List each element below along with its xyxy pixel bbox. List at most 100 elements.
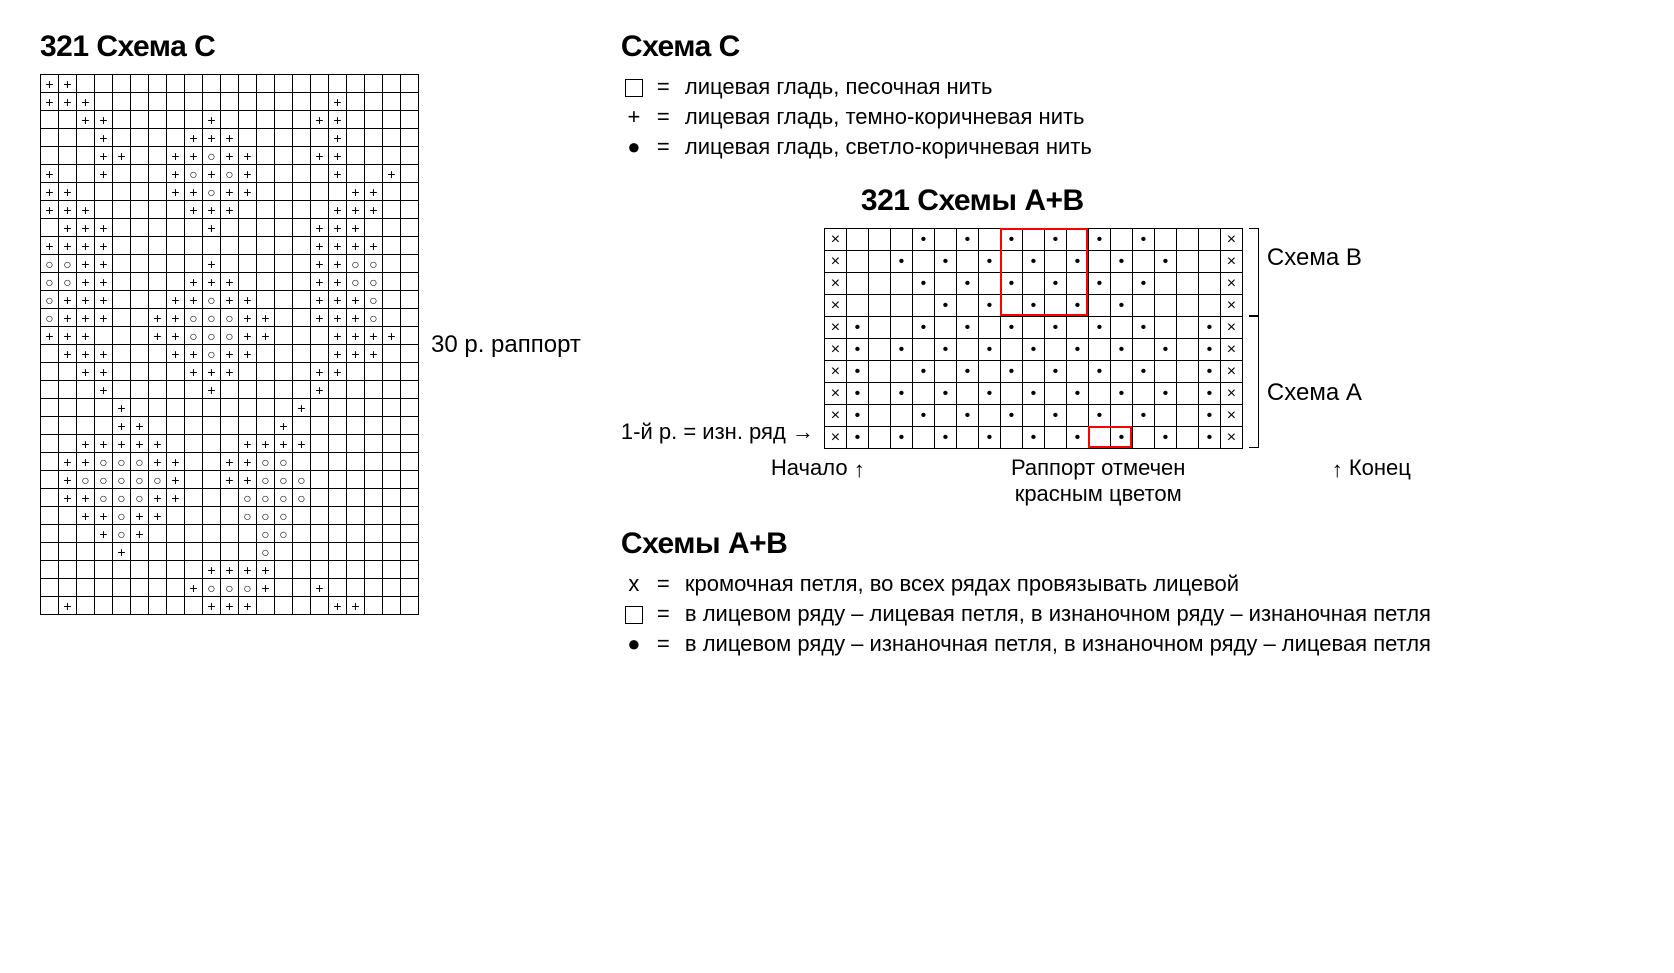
- grid-c-cell: [167, 525, 185, 543]
- grid-c-cell: [329, 381, 347, 399]
- grid-ab-cell: •: [978, 251, 1000, 273]
- grid-ab-cell: [1176, 229, 1198, 251]
- grid-ab-cell: •: [846, 383, 868, 405]
- grid-c-cell: [347, 453, 365, 471]
- grid-c-cell: ○: [221, 327, 239, 345]
- grid-c-cell: +: [77, 201, 95, 219]
- grid-c-cell: [401, 291, 419, 309]
- grid-c-cell: [275, 129, 293, 147]
- grid-ab-cell: [1154, 229, 1176, 251]
- grid-ab-cell: •: [1000, 405, 1022, 427]
- grid-c-cell: +: [95, 525, 113, 543]
- grid-ab-cell: [1198, 295, 1220, 317]
- grid-c-cell: [257, 399, 275, 417]
- grid-c-cell: [167, 399, 185, 417]
- grid-c-cell: [113, 579, 131, 597]
- grid-c-cell: [149, 543, 167, 561]
- grid-ab-cell: [1132, 295, 1154, 317]
- grid-c-cell: [275, 579, 293, 597]
- grid-c-cell: [329, 435, 347, 453]
- grid-c-cell: [113, 201, 131, 219]
- grid-c-cell: [149, 381, 167, 399]
- grid-c-cell: [383, 363, 401, 381]
- grid-ab-cell: [934, 361, 956, 383]
- grid-c-cell: +: [95, 147, 113, 165]
- grid-c-cell: +: [59, 453, 77, 471]
- grid-c-cell: [167, 237, 185, 255]
- grid-ab-cell: •: [1000, 229, 1022, 251]
- grid-c-cell: [329, 525, 347, 543]
- grid-c-cell: [311, 183, 329, 201]
- grid-c-cell: [401, 345, 419, 363]
- grid-c-cell: [113, 183, 131, 201]
- grid-c-cell: +: [257, 309, 275, 327]
- grid-ab-cell: •: [1198, 383, 1220, 405]
- grid-c-cell: [239, 129, 257, 147]
- grid-c-cell: [275, 327, 293, 345]
- grid-ab-cell: [890, 295, 912, 317]
- grid-c-cell: ○: [275, 453, 293, 471]
- grid-c-cell: [293, 579, 311, 597]
- grid-ab-cell: [890, 229, 912, 251]
- grid-c-cell: [185, 489, 203, 507]
- grid-c-cell: +: [167, 453, 185, 471]
- grid-c-cell: [347, 381, 365, 399]
- scheme-a-label: Схема А: [1267, 379, 1362, 407]
- grid-ab-cell: •: [1044, 229, 1066, 251]
- grid-c-cell: [257, 255, 275, 273]
- grid-c-cell: ○: [275, 471, 293, 489]
- grid-c-cell: [401, 399, 419, 417]
- grid-c-cell: [293, 327, 311, 345]
- grid-c-cell: +: [95, 381, 113, 399]
- grid-c-cell: [383, 273, 401, 291]
- grid-ab-cell: [868, 317, 890, 339]
- grid-c-cell: [77, 561, 95, 579]
- grid-ab-cell: •: [956, 273, 978, 295]
- grid-c-cell: +: [239, 165, 257, 183]
- grid-c-cell: [131, 93, 149, 111]
- grid-c-cell: [293, 507, 311, 525]
- grid-ab-cell: ×: [824, 251, 846, 273]
- grid-c-cell: ○: [203, 309, 221, 327]
- grid-c-cell: [347, 579, 365, 597]
- grid-c-cell: [275, 255, 293, 273]
- grid-ab-cell: [1154, 317, 1176, 339]
- grid-c-cell: [149, 417, 167, 435]
- grid-c-cell: [59, 129, 77, 147]
- grid-c-cell: ○: [293, 471, 311, 489]
- grid-c-cell: [365, 489, 383, 507]
- box-symbol-icon: [625, 79, 643, 97]
- grid-ab-cell: [1110, 405, 1132, 427]
- grid-c-cell: [149, 183, 167, 201]
- grid-c-cell: [293, 417, 311, 435]
- grid-ab-cell: ×: [1220, 405, 1242, 427]
- grid-ab-cell: [868, 273, 890, 295]
- grid-c-cell: [149, 93, 167, 111]
- grid-c-cell: [383, 381, 401, 399]
- grid-c-cell: +: [329, 129, 347, 147]
- grid-ab-cell: [1022, 361, 1044, 383]
- grid-c-cell: ○: [41, 273, 59, 291]
- grid-c-cell: +: [77, 435, 95, 453]
- grid-c-cell: [149, 147, 167, 165]
- grid-c-cell: [203, 453, 221, 471]
- grid-c-cell: [77, 543, 95, 561]
- grid-c-cell: [347, 435, 365, 453]
- legend-row: +=лицевая гладь, темно-коричневая нить: [621, 104, 1634, 130]
- grid-ab-cell: •: [890, 427, 912, 449]
- grid-ab-cell: •: [1066, 427, 1088, 449]
- grid-c-cell: +: [41, 75, 59, 93]
- grid-c-cell: [131, 363, 149, 381]
- grid-c-cell: [347, 417, 365, 435]
- grid-c-cell: [401, 309, 419, 327]
- grid-ab-cell: •: [846, 427, 868, 449]
- grid-c-cell: [311, 597, 329, 615]
- grid-c-cell: [401, 237, 419, 255]
- grid-c-cell: +: [203, 273, 221, 291]
- grid-c-cell: [221, 381, 239, 399]
- grid-ab-cell: [890, 317, 912, 339]
- grid-ab-cell: [846, 251, 868, 273]
- grid-c-cell: [401, 489, 419, 507]
- grid-c-cell: +: [347, 597, 365, 615]
- grid-c-cell: [329, 471, 347, 489]
